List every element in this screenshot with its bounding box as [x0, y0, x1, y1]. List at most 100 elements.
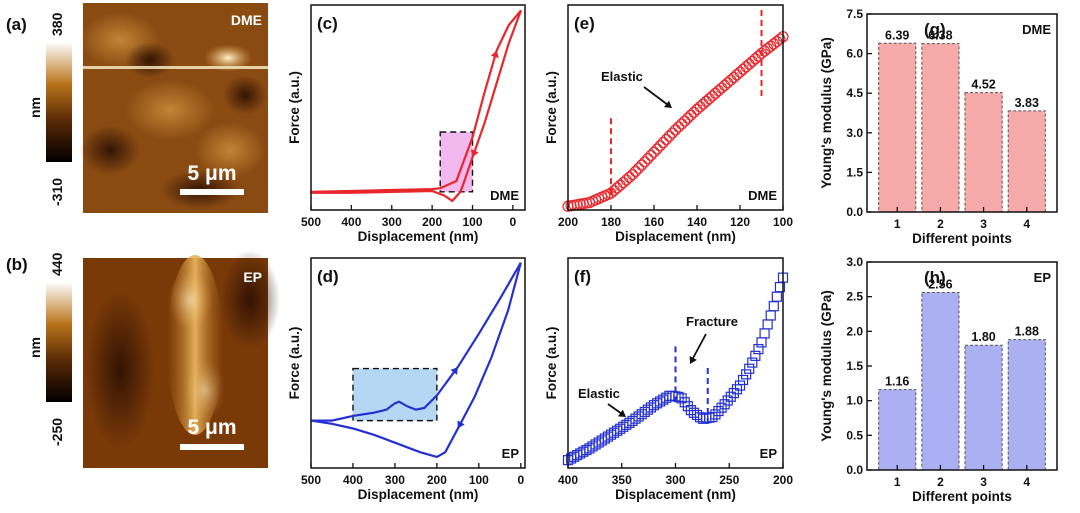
plot-frame-h: [866, 261, 1058, 471]
data-point-e: [611, 182, 623, 194]
x-tick-label: 200: [558, 215, 578, 229]
annotation-arrowhead-e: [664, 100, 672, 108]
bar-g-1: [878, 42, 917, 213]
bar-value-label-g: 3.83: [1015, 96, 1039, 110]
data-point-e: [774, 33, 786, 45]
x-tick-label: 100: [462, 215, 482, 229]
data-point-e: [648, 146, 660, 158]
data-point-f: [737, 374, 749, 386]
tag-d: EP: [502, 446, 520, 461]
data-point-e: [734, 66, 746, 78]
x-tick-label: 3: [980, 475, 987, 489]
data-point-f: [750, 350, 761, 361]
bar-g-2: [921, 43, 960, 213]
x-tick-label: 350: [612, 473, 632, 487]
data-point-e: [737, 63, 749, 76]
data-point-e: [700, 95, 712, 107]
data-point-e: [639, 156, 651, 168]
x-tick-label: 120: [730, 215, 750, 229]
scalebar-a-label: 5 μm: [187, 162, 236, 185]
x-tick-label: 160: [644, 215, 664, 229]
data-point-f: [713, 405, 724, 417]
annotation-elastic-f: Elastic: [578, 386, 620, 401]
chart-g-youngs-modulus-dme: 6.39 1 6.38 2 4.52 3 3.83 4 0.0 1.5 3.0 4.5 6.0 7.5 DM…: [819, 7, 1058, 246]
annotation-arrowhead-f1: [618, 409, 626, 417]
colorbar-b: [46, 282, 72, 402]
y-tick-label: 0.0: [846, 463, 863, 477]
y-tick-label: 1.5: [846, 165, 863, 179]
y-axis-label-h: Young's modulus (GPa): [819, 290, 834, 441]
data-point-f: [651, 398, 663, 409]
annotation-fracture-f: Fracture: [686, 314, 738, 329]
x-tick-label: 0: [517, 473, 524, 487]
y-tick-label: 6.0: [846, 47, 863, 61]
data-point-f: [728, 387, 739, 399]
y-tick-label: 3.0: [846, 255, 863, 269]
scalebar-b: [180, 444, 244, 450]
bar-value-label-h: 1.80: [971, 330, 995, 344]
data-point-e: [740, 61, 752, 73]
bar-value-label-g: 4.52: [971, 78, 995, 92]
y-tick-label: 1.5: [846, 359, 863, 373]
data-point-e: [697, 98, 709, 110]
afm-image-ep: EP 5 μm: [83, 250, 280, 468]
chart-h-youngs-modulus-ep: 1.16 1 2.56 2 1.80 3 1.88 4 0.0 0.5 1.0 1.5 2.0 2.5 3.…: [819, 255, 1058, 504]
y-tick-label: 2.0: [846, 324, 863, 338]
chart-c-force-displacement-dme: 500 400 300 200 100 0 DME (c) Displacement (nm) F…: [287, 4, 526, 244]
panel-label-g: (g): [924, 20, 946, 39]
data-point-e: [743, 58, 755, 70]
tag-c: DME: [490, 188, 519, 203]
x-axis-label-f: Displacement (nm): [615, 487, 736, 502]
data-point-f: [719, 399, 730, 410]
approach-curve-d: [311, 262, 522, 422]
colorbar-b-min: -250: [49, 418, 65, 446]
x-tick-label: 1: [894, 217, 901, 231]
bar-value-label-h: 2.56: [928, 278, 952, 292]
bar-value-label-g: 6.38: [928, 29, 952, 43]
x-tick-label: 4: [1023, 475, 1030, 489]
data-point-e: [679, 115, 691, 127]
y-tick-label: 3.0: [846, 126, 863, 140]
data-point-f: [747, 357, 758, 368]
data-point-e: [706, 90, 718, 102]
data-point-f: [765, 310, 776, 321]
tag-e: DME: [748, 188, 777, 203]
scalebar-a: [180, 189, 244, 195]
x-tick-label: 100: [469, 473, 489, 487]
bar-h-3: [964, 344, 1003, 471]
approach-arrow-c: [490, 50, 499, 59]
x-axis-label-h: Different points: [912, 489, 1012, 504]
chart-d-force-displacement-ep: 500 400 300 200 100 0 EP (d) Displacement (nm) Fo…: [287, 257, 526, 502]
data-point-e: [749, 53, 761, 65]
y-tick-label: 2.5: [846, 290, 863, 304]
data-point-f: [722, 395, 733, 406]
x-tick-label: 400: [558, 473, 578, 487]
plot-frame-c: [310, 4, 526, 211]
x-tick-label: 300: [385, 473, 405, 487]
tag-g: DME: [1022, 22, 1051, 37]
data-point-e: [642, 153, 654, 165]
data-point-e: [645, 149, 657, 162]
panel-label-d: (d): [317, 267, 339, 286]
x-tick-label: 250: [719, 473, 739, 487]
y-tick-label: 1.0: [846, 394, 863, 408]
data-point-e: [660, 133, 672, 146]
approach-arrow-d: [450, 366, 458, 375]
y-axis-label-d: Force (a.u.): [287, 327, 302, 400]
annotation-arrowhead-f2: [689, 356, 697, 364]
x-tick-label: 500: [301, 473, 321, 487]
y-axis-label-c: Force (a.u.): [287, 71, 302, 144]
annotation-elastic-e: Elastic: [601, 69, 643, 84]
x-tick-label: 300: [382, 215, 402, 229]
data-point-e: [688, 106, 700, 118]
panel-b: (b) 440 -250 nm EP 5 μm: [6, 250, 280, 468]
x-axis-label-e: Displacement (nm): [615, 229, 736, 244]
x-tick-label: 200: [773, 473, 793, 487]
data-point-e: [614, 179, 626, 191]
scalebar-b-label: 5 μm: [187, 416, 236, 439]
data-point-e: [703, 93, 715, 105]
data-point-e: [682, 112, 694, 124]
x-tick-label: 140: [687, 215, 707, 229]
data-point-e: [694, 101, 706, 113]
